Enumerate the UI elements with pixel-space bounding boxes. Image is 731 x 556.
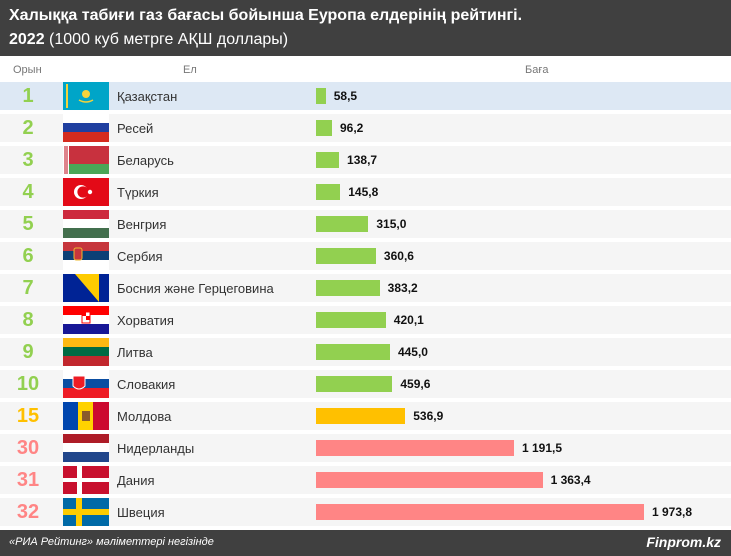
table-row: 6 Сербия 360,6	[0, 242, 731, 270]
netherlands-flag-icon	[63, 434, 109, 462]
rank: 8	[22, 309, 34, 331]
chart-subtitle: 2022 (1000 куб метрге АҚШ доллары)	[9, 31, 288, 49]
data-label: 420,1	[393, 313, 424, 327]
data-label: 96,2	[339, 121, 364, 135]
rank: 1	[22, 85, 34, 107]
table-row: 30 Нидерланды 1 191,5	[0, 434, 731, 462]
bar	[316, 184, 341, 200]
country-name: Түркия	[117, 185, 159, 200]
rank: 4	[22, 181, 34, 203]
country-name: Молдова	[117, 409, 172, 424]
rank: 30	[16, 437, 40, 459]
bar	[316, 120, 332, 136]
data-label: 315,0	[376, 217, 407, 231]
table-row: 5 Венгрия 315,0	[0, 210, 731, 238]
data-label: 1 363,4	[550, 473, 591, 487]
table-row: 32 Швеция 1 973,8	[0, 498, 731, 526]
bar	[316, 504, 644, 520]
rank: 15	[16, 405, 40, 427]
data-label: 360,6	[383, 249, 414, 263]
chart-title: Халыққа табиғи газ бағасы бойынша Еуропа…	[9, 7, 523, 24]
year: 2022	[9, 31, 45, 48]
russia-flag-icon	[63, 114, 109, 142]
data-label: 445,0	[397, 345, 428, 359]
bar	[316, 440, 514, 456]
footer: «РИА Рейтинг» мәліметтері негізінде Finp…	[0, 530, 731, 556]
table-row: 9 Литва 445,0	[0, 338, 731, 366]
data-label: 138,7	[347, 153, 378, 167]
country-name: Дания	[117, 473, 155, 488]
unit: (1000 куб метрге АҚШ доллары)	[49, 31, 289, 48]
data-label: 459,6	[400, 377, 431, 391]
turkey-flag-icon	[63, 178, 109, 206]
bar	[316, 408, 406, 424]
country-name: Хорватия	[117, 313, 174, 328]
bar	[316, 312, 386, 328]
rank: 5	[22, 213, 34, 235]
data-label: 536,9	[413, 409, 444, 423]
header: Халыққа табиғи газ бағасы бойынша Еуропа…	[0, 0, 731, 56]
table-row: 31 Дания 1 363,4	[0, 466, 731, 494]
table-row: 3 Беларусь 138,7	[0, 146, 731, 174]
column-header-rank: Орын	[13, 64, 42, 76]
bar	[316, 472, 543, 488]
bosnia-flag-icon	[63, 274, 109, 302]
data-label: 383,2	[387, 281, 418, 295]
kazakhstan-flag-icon	[63, 82, 109, 110]
moldova-flag-icon	[63, 402, 109, 430]
country-name: Венгрия	[117, 217, 167, 232]
sweden-flag-icon	[63, 498, 109, 526]
column-header-price: Баға	[525, 64, 549, 76]
croatia-flag-icon	[63, 306, 109, 334]
rank: 7	[22, 277, 34, 299]
table-row: 15 Молдова 536,9	[0, 402, 731, 430]
country-name: Словакия	[117, 377, 176, 392]
bar	[316, 216, 369, 232]
table-row: 7 Босния және Герцеговина 383,2	[0, 274, 731, 302]
source-note: «РИА Рейтинг» мәліметтері негізінде	[9, 536, 214, 548]
table-row: 2 Ресей 96,2	[0, 114, 731, 142]
data-label: 1 973,8	[652, 505, 693, 519]
slovakia-flag-icon	[63, 370, 109, 398]
bar	[316, 280, 380, 296]
country-name: Беларусь	[117, 153, 174, 168]
data-label: 145,8	[348, 185, 379, 199]
rank: 6	[22, 245, 34, 267]
country-name: Нидерланды	[117, 441, 195, 456]
country-name: Ресей	[117, 121, 154, 136]
data-label: 58,5	[333, 89, 358, 103]
rank: 31	[16, 469, 40, 491]
country-name: Швеция	[117, 505, 165, 520]
table-row: 1 Қазақстан 58,5	[0, 82, 731, 110]
bar	[316, 88, 326, 104]
country-name: Босния және Герцеговина	[117, 281, 274, 296]
denmark-flag-icon	[63, 466, 109, 494]
table-row: 8 Хорватия 420,1	[0, 306, 731, 334]
brand-logo: Finprom.kz	[646, 534, 721, 550]
table-row: 4 Түркия 145,8	[0, 178, 731, 206]
data-label: 1 191,5	[521, 441, 563, 455]
bar	[316, 152, 340, 168]
bar	[316, 344, 390, 360]
rank: 9	[22, 341, 34, 363]
serbia-flag-icon	[63, 242, 109, 270]
table-row: 10 Словакия 459,6	[0, 370, 731, 398]
belarus-flag-icon	[63, 146, 109, 174]
rank: 10	[16, 373, 40, 395]
lithuania-flag-icon	[63, 338, 109, 366]
country-name: Сербия	[117, 249, 163, 264]
rank: 32	[16, 501, 40, 523]
column-header-country: Ел	[183, 64, 197, 76]
rank: 2	[22, 117, 34, 139]
hungary-flag-icon	[63, 210, 109, 238]
country-name: Литва	[117, 345, 153, 360]
bar	[316, 376, 393, 392]
country-name: Қазақстан	[117, 89, 178, 104]
rank: 3	[22, 149, 34, 171]
bar	[316, 248, 376, 264]
